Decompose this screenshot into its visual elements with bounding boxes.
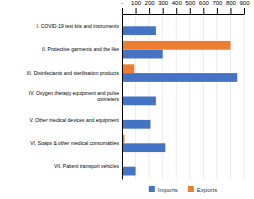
x-tick-mark <box>203 8 204 14</box>
y-tick-label: II. Protective garments and the like <box>42 46 119 52</box>
legend-item: Exports <box>188 186 217 193</box>
x-tick-mark <box>190 8 191 14</box>
x-tick-label: 400 <box>172 0 183 6</box>
grid-line <box>203 14 204 179</box>
y-tick-label: VI. Soaps & other medical consumables <box>30 140 119 146</box>
bar <box>122 73 237 82</box>
x-tick: 500 <box>185 0 196 14</box>
grid-line <box>244 14 245 179</box>
x-tick-label: 800 <box>226 0 237 6</box>
y-tick-label-line: oximeters <box>97 96 119 102</box>
x-tick-label: 600 <box>199 0 210 6</box>
y-tick: II. Protective garments and the like <box>42 46 122 52</box>
bar <box>122 143 165 152</box>
x-tick-label: - <box>122 0 124 6</box>
grid-line <box>122 14 123 179</box>
x-tick: 200 <box>145 0 156 14</box>
bar <box>122 26 156 35</box>
bar <box>122 50 163 59</box>
x-tick: 700 <box>212 0 223 14</box>
x-tick-mark <box>244 8 245 14</box>
x-tick: 900 <box>239 0 250 14</box>
y-tick-label: III. Disinfectants and sterilisation pro… <box>27 70 120 76</box>
y-tick-label-line: VII. Patient transport vehicles <box>54 163 120 169</box>
x-tick-mark <box>149 8 150 14</box>
bar <box>122 167 136 176</box>
y-axis-line <box>122 15 123 180</box>
x-tick-label: 900 <box>239 0 250 6</box>
x-tick-label: 300 <box>158 0 169 6</box>
y-tick: VI. Soaps & other medical consumables <box>30 140 122 146</box>
y-tick-label: IV. Oxygen therapy equipment and pulseox… <box>29 90 120 102</box>
bar-series <box>122 26 237 175</box>
y-tick-label: VII. Patient transport vehicles <box>54 163 120 169</box>
legend: Imports Exports <box>149 186 217 193</box>
y-tick-label-line: VI. Soaps & other medical consumables <box>30 140 119 146</box>
y-tick: IV. Oxygen therapy equipment and pulseox… <box>29 90 122 102</box>
legend-swatch <box>188 186 194 192</box>
x-tick-label: 500 <box>185 0 196 6</box>
x-tick-mark <box>230 8 231 14</box>
bar <box>122 97 156 106</box>
legend-item: Imports <box>149 186 178 193</box>
legend-label: Exports <box>197 187 217 193</box>
chart: - 100200300400500600700800900 I. COVID-19 … <box>0 0 254 199</box>
y-tick: V. Other medical devices and equipment <box>29 117 122 123</box>
grid-line <box>189 14 190 179</box>
bar <box>122 120 150 129</box>
y-axis: I. COVID-19 test kits and instruments II.… <box>27 15 123 180</box>
y-tick: I. COVID-19 test kits and instruments <box>36 23 122 29</box>
bar-series <box>122 41 230 143</box>
x-tick-mark <box>136 8 137 14</box>
x-tick-label: 200 <box>145 0 156 6</box>
legend-swatch <box>149 186 155 192</box>
grid-line <box>230 14 231 179</box>
x-tick-mark <box>176 8 177 14</box>
y-tick-label-line: I. COVID-19 test kits and instruments <box>36 23 119 29</box>
x-tick-label: 100 <box>131 0 142 6</box>
x-tick: 100 <box>131 0 142 14</box>
x-tick: 600 <box>199 0 210 14</box>
x-tick-mark <box>122 8 123 14</box>
x-tick-label: 700 <box>212 0 223 6</box>
x-tick: 800 <box>226 0 237 14</box>
bar <box>122 41 230 50</box>
grid-line <box>176 14 177 179</box>
legend-label: Imports <box>158 187 178 193</box>
y-tick: III. Disinfectants and sterilisation pro… <box>27 70 122 76</box>
y-tick-label-line: III. Disinfectants and sterilisation pro… <box>27 70 120 76</box>
y-tick-label-line: V. Other medical devices and equipment <box>29 117 119 123</box>
x-tick-mark <box>217 8 218 14</box>
y-tick: VII. Patient transport vehicles <box>54 163 122 169</box>
grid <box>122 14 244 179</box>
bar <box>122 64 134 73</box>
x-tick-mark <box>163 8 164 14</box>
x-tick: 400 <box>172 0 183 14</box>
bars <box>122 26 237 175</box>
x-tick: 300 <box>158 0 169 14</box>
x-axis-line <box>123 14 245 15</box>
x-axis: - 100200300400500600700800900 <box>122 0 251 15</box>
y-tick-label: I. COVID-19 test kits and instruments <box>36 23 119 29</box>
y-tick-label: V. Other medical devices and equipment <box>29 117 119 123</box>
x-tick: - <box>122 0 124 14</box>
grid-line <box>216 14 217 179</box>
y-tick-label-line: II. Protective garments and the like <box>42 46 119 52</box>
grid-line <box>162 14 163 179</box>
